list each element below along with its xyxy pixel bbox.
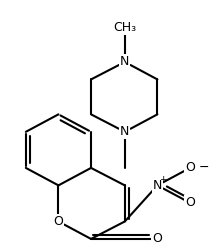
Text: N: N <box>153 179 162 192</box>
Text: N: N <box>120 55 129 69</box>
Text: −: − <box>199 162 209 174</box>
Text: +: + <box>159 175 167 184</box>
Text: O: O <box>185 162 195 174</box>
Text: O: O <box>153 232 162 245</box>
Text: N: N <box>120 125 129 138</box>
Text: O: O <box>54 215 63 228</box>
Text: CH₃: CH₃ <box>113 20 136 34</box>
Text: O: O <box>185 196 195 209</box>
